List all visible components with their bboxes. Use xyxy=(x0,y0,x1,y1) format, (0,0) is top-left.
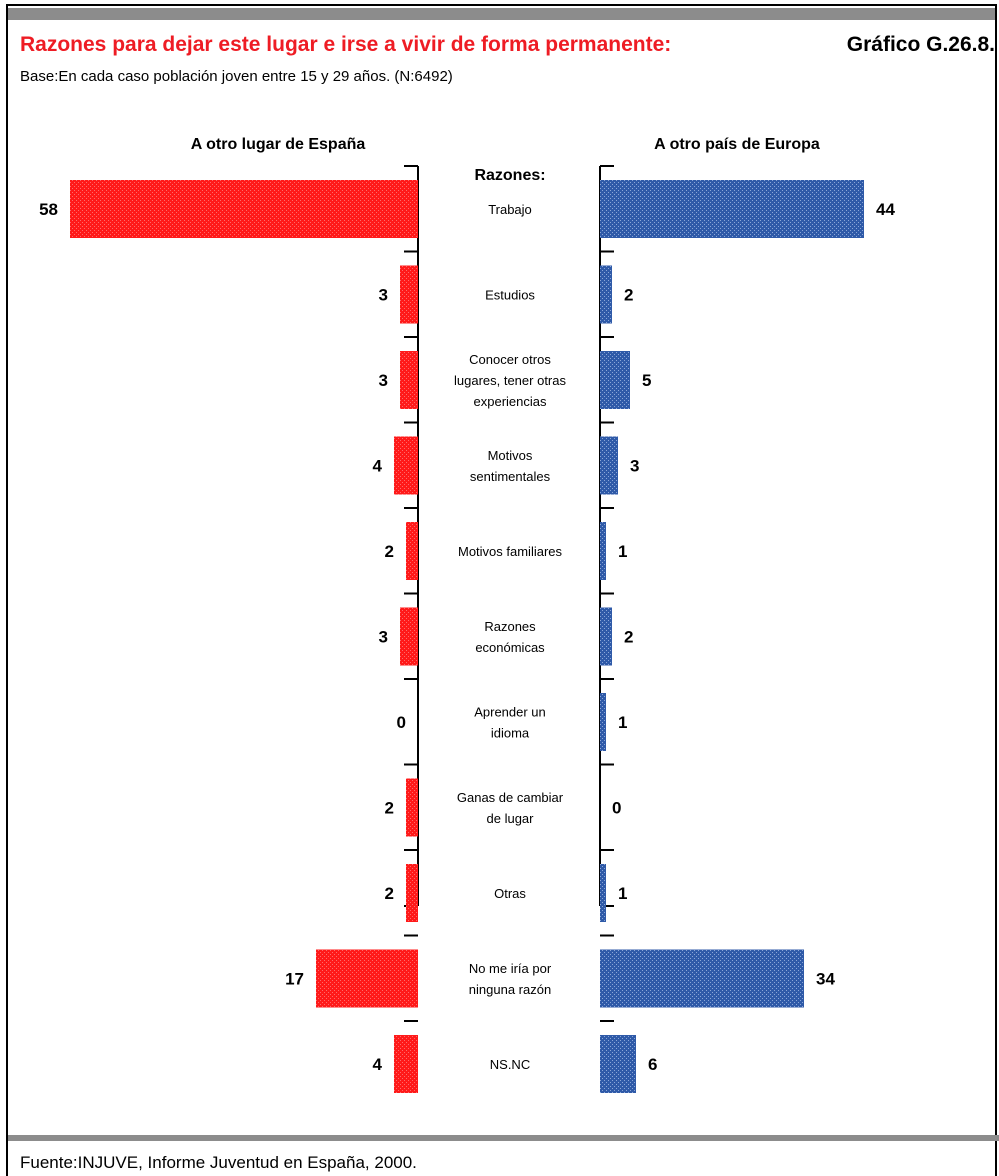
left-bar xyxy=(394,1035,418,1093)
left-bar xyxy=(316,949,418,1008)
category-label: NS.NC xyxy=(490,1057,530,1072)
right-value-label: 34 xyxy=(816,970,835,989)
right-value-label: 2 xyxy=(624,286,633,305)
left-value-label: 3 xyxy=(379,286,388,305)
right-bar xyxy=(600,949,804,1008)
left-value-label: 2 xyxy=(385,884,394,903)
butterfly-bar-chart: A otro lugar de España A otro país de Eu… xyxy=(39,136,895,1093)
footer-bar xyxy=(8,1135,999,1141)
right-value-label: 2 xyxy=(624,628,633,647)
left-bar xyxy=(400,607,418,666)
category-label: No me iría por xyxy=(469,961,552,976)
right-value-label: 0 xyxy=(612,799,621,818)
left-bar xyxy=(400,351,418,409)
right-bar xyxy=(600,607,612,666)
right-bar xyxy=(600,265,612,324)
category-label: Motivos familiares xyxy=(458,544,563,559)
left-value-label: 58 xyxy=(39,200,58,219)
right-bar xyxy=(600,351,630,409)
right-value-label: 1 xyxy=(618,713,627,732)
category-label: económicas xyxy=(475,640,545,655)
right-value-label: 5 xyxy=(642,371,651,390)
left-bar xyxy=(394,436,418,495)
right-value-label: 1 xyxy=(618,884,627,903)
category-label: Otras xyxy=(494,886,526,901)
right-bar xyxy=(600,693,606,751)
left-value-label: 4 xyxy=(373,1055,383,1074)
left-value-label: 3 xyxy=(379,371,388,390)
left-value-label: 2 xyxy=(385,542,394,561)
left-bar xyxy=(70,180,418,238)
left-bar xyxy=(400,265,418,324)
chart-frame xyxy=(6,4,997,1176)
chart-title: Razones para dejar este lugar e irse a v… xyxy=(20,33,672,56)
right-value-label: 6 xyxy=(648,1055,657,1074)
graph-number: Gráfico G.26.8. xyxy=(846,33,995,56)
right-value-label: 3 xyxy=(630,457,639,476)
top-bar xyxy=(8,8,997,20)
right-value-label: 44 xyxy=(876,200,895,219)
category-label: Conocer otros xyxy=(469,352,551,367)
chart-subtitle: Base:En cada caso población joven entre … xyxy=(20,68,453,85)
right-bar xyxy=(600,180,864,238)
category-label: de lugar xyxy=(487,811,535,826)
category-label: sentimentales xyxy=(470,469,551,484)
left-bar xyxy=(406,778,418,837)
left-value-label: 17 xyxy=(285,970,304,989)
footer-source: Fuente:INJUVE, Informe Juventud en Españ… xyxy=(20,1153,417,1172)
category-label: Motivos xyxy=(488,448,533,463)
left-bar xyxy=(406,522,418,580)
right-series-header: A otro país de Europa xyxy=(654,136,820,153)
category-label: Aprender un xyxy=(474,705,546,720)
category-label: idioma xyxy=(491,726,530,741)
right-bar xyxy=(600,864,606,922)
category-label: Ganas de cambiar xyxy=(457,790,564,805)
left-value-label: 3 xyxy=(379,628,388,647)
category-label: ninguna razón xyxy=(469,982,551,997)
category-label: lugares, tener otras xyxy=(454,373,567,388)
left-value-label: 4 xyxy=(373,457,383,476)
right-bar xyxy=(600,436,618,495)
center-header: Razones: xyxy=(474,167,545,184)
left-series-header: A otro lugar de España xyxy=(191,136,366,153)
right-value-label: 1 xyxy=(618,542,627,561)
category-label: Trabajo xyxy=(488,202,532,217)
left-value-label: 2 xyxy=(385,799,394,818)
right-bar xyxy=(600,1035,636,1093)
category-label: Razones xyxy=(484,619,536,634)
category-label: Estudios xyxy=(485,288,535,303)
category-label: experiencias xyxy=(474,394,547,409)
left-bar xyxy=(406,864,418,922)
right-bar xyxy=(600,522,606,580)
left-value-label: 0 xyxy=(397,713,406,732)
